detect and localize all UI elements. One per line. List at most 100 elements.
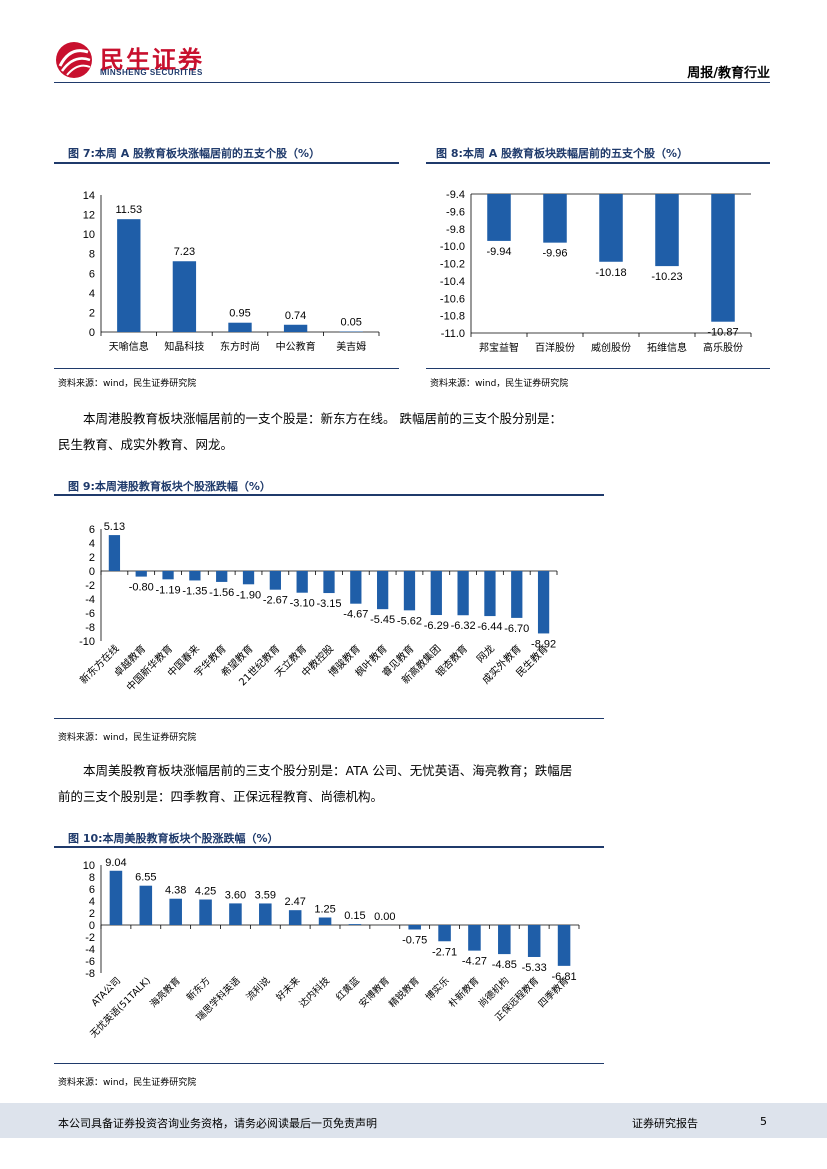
bar (189, 571, 201, 581)
category-label: 天喻信息 (109, 340, 149, 353)
bar (350, 571, 362, 604)
y-tick-label: 0 (89, 566, 95, 578)
fig8-bottom-rule (426, 368, 770, 369)
data-label: 0.15 (344, 910, 365, 922)
data-label: 0.00 (374, 911, 395, 923)
bar (403, 571, 416, 611)
y-tick-label: 0 (89, 327, 95, 339)
category-label: 威创股份 (591, 341, 631, 354)
y-tick-label: 12 (83, 210, 95, 222)
footer: 本公司具备证券投资咨询业务资格，请务必阅读最后一页免责声明 证券研究报告 5 (0, 1103, 827, 1138)
y-tick-label: -8 (85, 622, 95, 634)
y-tick-label: 14 (83, 190, 95, 202)
fig8-title-rule (426, 162, 770, 164)
fig10-chart: 1086420-2-4-6-89.04ATA公司6.55无忧英语(51TALK)… (83, 857, 580, 1040)
us-summary-paragraph: 本周美股教育板块涨幅居前的三支个股分别是：ATA 公司、无忧英语、海亮教育；跌幅… (58, 758, 770, 810)
data-label: -1.35 (182, 585, 207, 597)
fig7-bottom-rule (54, 368, 399, 369)
data-label: -10.18 (595, 267, 626, 279)
data-label: 0.74 (285, 310, 306, 322)
bar (348, 924, 362, 925)
category-label: 达内科技 (297, 974, 333, 1010)
category-label: 精锐教育 (386, 975, 421, 1010)
y-tick-label: -10 (79, 636, 95, 648)
bar (484, 571, 496, 617)
header-divider (54, 82, 770, 83)
y-tick-label: -9.4 (446, 189, 465, 201)
y-tick-label: 0 (89, 920, 95, 932)
bar (543, 194, 567, 243)
bar (557, 925, 571, 966)
y-tick-label: -10.0 (440, 241, 465, 253)
y-tick-label: -10.8 (440, 311, 465, 323)
category-label: 中公教育 (276, 340, 316, 353)
y-tick-label: -2 (85, 580, 95, 592)
data-label: -8.92 (531, 638, 556, 650)
bar (527, 925, 541, 957)
hk-summary-paragraph: 本周港股教育板块涨幅居前的一支个股是：新东方在线。 跌幅居前的三支个股分别是： … (58, 406, 770, 458)
data-label: -3.15 (316, 598, 341, 610)
bar (269, 571, 281, 590)
category-label: 新东方在线 (77, 642, 122, 687)
fig10-source: 资料来源：wind，民生证券研究院 (58, 1078, 197, 1088)
data-label: -3.10 (290, 598, 315, 610)
y-tick-label: 4 (89, 288, 95, 300)
data-label: -9.96 (542, 248, 567, 260)
category-label: 博实乐 (423, 974, 452, 1003)
y-tick-label: -6 (85, 956, 95, 968)
data-label: -1.90 (236, 589, 261, 601)
fig7-title: 图 7:本周 A 股教育板块涨幅居前的五支个股（%） (68, 147, 321, 160)
category-label: 安博教育 (357, 975, 392, 1010)
y-tick-label: 4 (89, 896, 95, 908)
bar (135, 571, 147, 577)
y-tick-label: -4 (85, 594, 95, 606)
y-tick-label: 2 (89, 552, 95, 564)
bar (430, 571, 442, 616)
data-label: -6.29 (424, 620, 449, 632)
data-label: -4.67 (343, 609, 368, 621)
category-label: 美吉姆 (336, 340, 366, 353)
bar (117, 219, 141, 332)
y-tick-label: -4 (85, 944, 95, 956)
bar (468, 925, 481, 951)
y-tick-label: 6 (89, 524, 95, 536)
y-tick-label: 10 (83, 860, 95, 872)
category-label: 海亮教育 (147, 975, 182, 1010)
brand-logo-subtitle: MINSHENG SECURITIES (100, 68, 203, 77)
bar (408, 925, 421, 930)
bar (288, 910, 302, 925)
data-label: -10.87 (707, 327, 738, 339)
data-label: -5.45 (370, 614, 395, 626)
bar (498, 925, 511, 955)
data-label: -6.81 (552, 971, 577, 983)
us-summary-line1: 本周美股教育板块涨幅居前的三支个股分别是：ATA 公司、无忧英语、海亮教育；跌幅… (83, 763, 573, 778)
data-label: 4.25 (195, 886, 216, 898)
fig8-source: 资料来源：wind，民生证券研究院 (430, 379, 569, 389)
fig10-title-rule (54, 846, 604, 848)
brand-logo-icon (56, 42, 92, 78)
data-label: -4.27 (462, 956, 487, 968)
fig9-title-rule (54, 494, 604, 496)
bar (711, 194, 735, 322)
y-tick-label: 10 (83, 229, 95, 241)
category-label: 新东方 (184, 975, 213, 1004)
category-label: 知晶科技 (164, 340, 204, 353)
fig9-chart: 6420-2-4-6-8-105.13新东方在线-0.80卓越教育-1.19中国… (77, 521, 558, 694)
y-tick-label: 4 (89, 538, 95, 550)
fig8-title: 图 8:本周 A 股教育板块跌幅居前的五支个股（%） (436, 147, 689, 160)
bar (457, 571, 469, 616)
category-label: 朴新教育 (446, 975, 481, 1010)
bar (162, 571, 174, 580)
fig10-title: 图 10:本周美股教育板块个股涨跌幅（%） (68, 832, 279, 845)
bar (228, 322, 252, 332)
data-label: -0.80 (129, 582, 154, 594)
y-tick-label: -10.4 (440, 276, 465, 288)
data-label: 4.38 (165, 885, 186, 897)
category-label: 红黄蓝 (333, 974, 362, 1003)
bar (229, 903, 242, 925)
bar (172, 261, 197, 332)
data-label: -2.71 (432, 946, 457, 958)
data-label: 0.95 (229, 308, 250, 320)
bar (242, 571, 255, 585)
bar (139, 885, 153, 925)
